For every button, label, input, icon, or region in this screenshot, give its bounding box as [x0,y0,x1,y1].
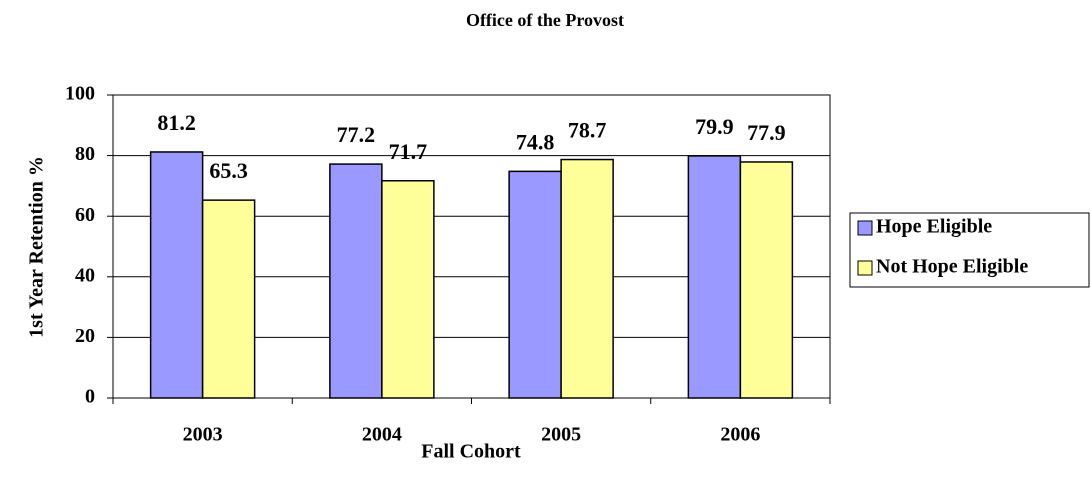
legend-frame [849,212,1090,288]
y-tick-label: 100 [65,83,95,105]
x-tick-label: 2005 [541,424,581,446]
y-tick-label: 60 [75,204,95,226]
y-tick-label: 0 [85,386,95,408]
x-axis-label: Fall Cohort [421,441,521,463]
bar [329,163,383,399]
bar [381,179,435,399]
x-tick-label: 2006 [720,424,760,446]
y-tick-label: 20 [75,325,95,347]
y-tick-label: 40 [75,264,95,286]
legend-swatch [857,220,873,236]
bar [739,161,794,399]
legend-label: Hope Eligible [876,216,992,238]
data-label: 65.3 [209,158,248,183]
y-tick-label: 80 [75,143,95,165]
legend-label: Not Hope Eligible [876,256,1028,278]
data-label: 79.9 [695,114,734,139]
y-axis-label: 1st Year Retention % [26,156,48,338]
data-label: 71.7 [389,139,428,164]
bar [560,158,614,399]
data-label: 77.2 [337,122,376,147]
legend-swatch [857,260,873,276]
x-tick-label: 2004 [362,424,402,446]
data-label: 81.2 [157,110,196,135]
x-tick-label: 2003 [183,424,223,446]
data-label: 78.7 [568,118,607,143]
data-label: 77.9 [747,120,786,145]
data-label: 74.8 [516,129,555,154]
bar [149,151,204,399]
bar [508,170,562,399]
bar [201,199,256,399]
chart-title: Office of the Provost [466,10,624,30]
bar [687,155,742,399]
